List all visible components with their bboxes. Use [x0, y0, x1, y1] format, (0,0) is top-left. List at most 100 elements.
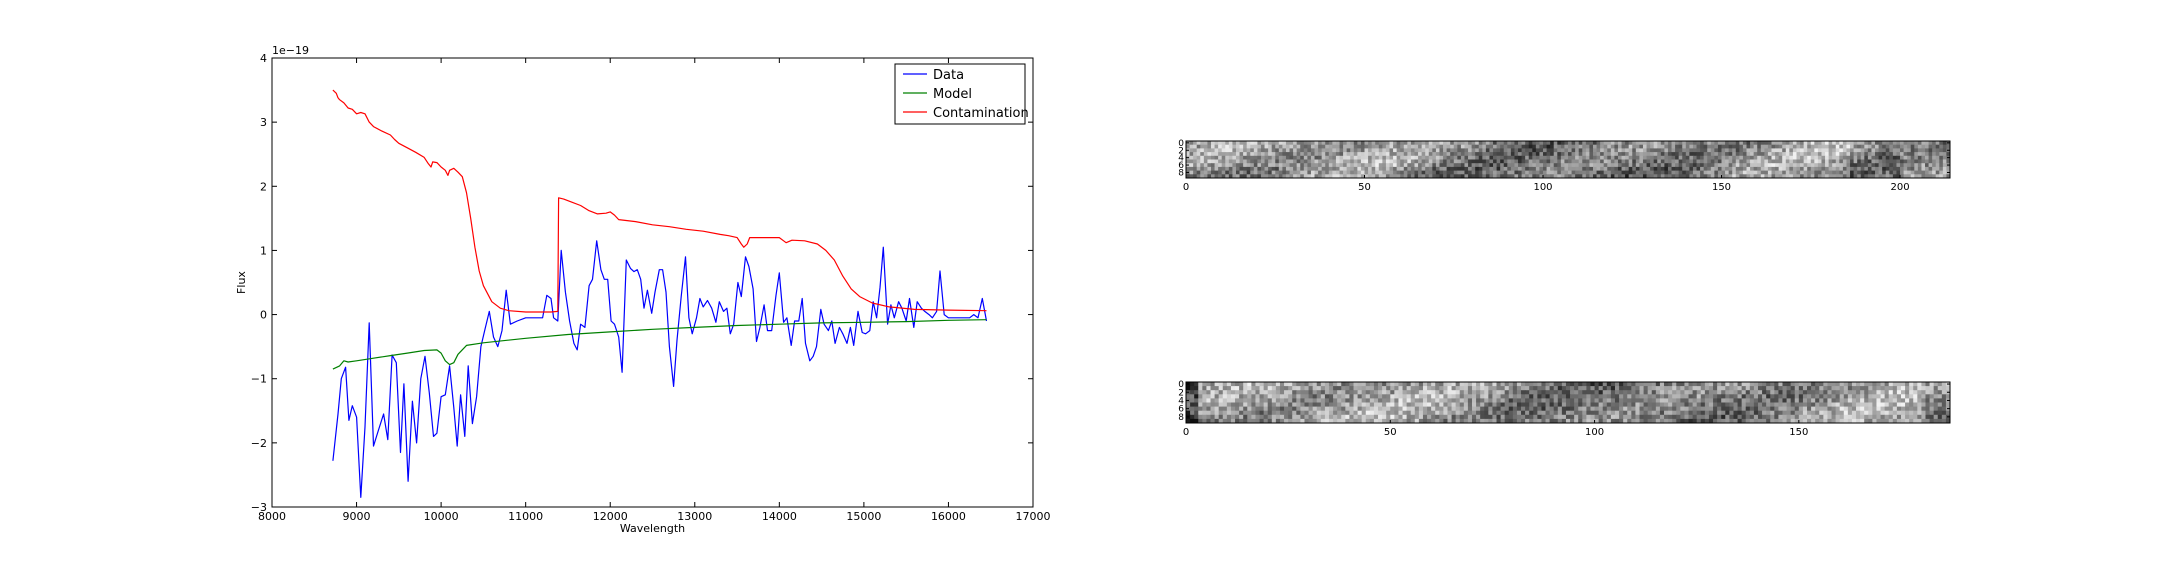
pixel: [1725, 382, 1730, 387]
pixel: [1710, 141, 1715, 146]
pixel: [1521, 382, 1526, 387]
pixel: [1514, 152, 1519, 157]
pixel: [1750, 155, 1755, 160]
pixel: [1528, 144, 1533, 149]
pixel: [1876, 414, 1881, 420]
pixel: [1614, 390, 1620, 395]
pixel: [1792, 144, 1797, 149]
pixel: [1239, 144, 1244, 149]
pixel: [1717, 410, 1722, 416]
pixel: [1378, 166, 1383, 171]
pixel: [1565, 410, 1571, 416]
pixel: [1414, 159, 1419, 164]
pixel: [1293, 148, 1298, 153]
pixel: [1190, 394, 1195, 399]
pixel: [1696, 410, 1702, 416]
pixel: [1296, 141, 1301, 146]
pixel: [1382, 398, 1387, 403]
pixel: [1439, 148, 1444, 153]
pixel: [1802, 398, 1808, 403]
pixel: [1510, 155, 1515, 160]
pixel: [1733, 410, 1738, 416]
pixel: [1639, 155, 1644, 160]
pixel: [1675, 159, 1680, 164]
pixel: [1350, 144, 1355, 149]
pixel: [1471, 144, 1476, 149]
pixel: [1451, 402, 1457, 407]
pixel: [1935, 170, 1940, 175]
pixel: [1817, 141, 1822, 146]
pixel: [1289, 141, 1294, 146]
pixel: [1725, 418, 1730, 424]
pixel: [1471, 155, 1476, 160]
pixel: [1884, 382, 1890, 387]
pixel: [1200, 170, 1205, 175]
pixel: [1700, 155, 1705, 160]
pixel: [1535, 159, 1540, 164]
pixel: [1218, 155, 1223, 160]
pixel: [1655, 410, 1661, 416]
pixel: [1689, 166, 1694, 171]
pixel: [1635, 410, 1640, 416]
pixel: [1802, 390, 1808, 395]
pixel: [1945, 418, 1951, 424]
pixel: [1614, 174, 1619, 179]
pixel: [1592, 141, 1597, 146]
pixel: [1418, 148, 1423, 153]
pixel: [1946, 159, 1951, 164]
pixel: [1407, 148, 1412, 153]
pixel: [1851, 414, 1857, 420]
pixel: [1753, 163, 1758, 168]
pixel: [1778, 386, 1783, 391]
pixel: [1946, 144, 1951, 149]
pixel: [1357, 394, 1363, 399]
pixel: [1764, 163, 1769, 168]
pixel: [1271, 382, 1277, 387]
pixel: [1516, 394, 1522, 399]
pixel: [1545, 386, 1551, 391]
pixel: [1427, 410, 1432, 416]
pixel: [1418, 174, 1423, 179]
pixel: [1602, 410, 1608, 416]
pixel: [1835, 155, 1840, 160]
pixel: [1867, 166, 1872, 171]
pixel: [1341, 402, 1346, 407]
pixel: [1623, 386, 1628, 391]
pixel: [1933, 414, 1939, 420]
pixel: [1243, 144, 1248, 149]
pixel: [1692, 163, 1697, 168]
pixel: [1243, 159, 1248, 164]
pixel: [1353, 141, 1358, 146]
pixel: [1225, 155, 1230, 160]
pixel: [1485, 159, 1490, 164]
pixel: [1279, 418, 1285, 424]
pixel: [1507, 141, 1512, 146]
pixel: [1453, 174, 1458, 179]
pixel: [1349, 418, 1354, 424]
pixel: [1225, 144, 1230, 149]
pixel: [1214, 410, 1220, 416]
pixel: [1243, 398, 1248, 403]
pixel: [1835, 418, 1841, 424]
pixel: [1941, 418, 1947, 424]
pixel: [1762, 410, 1767, 416]
pixel: [1639, 390, 1644, 395]
pixel: [1857, 166, 1862, 171]
pixel: [1543, 152, 1547, 157]
pixel: [1453, 141, 1458, 146]
pixel: [1762, 398, 1767, 403]
pixel: [1361, 390, 1367, 395]
pixel: [1432, 155, 1437, 160]
pixel: [1325, 166, 1330, 171]
pixel: [1446, 155, 1451, 160]
pixel: [1945, 386, 1951, 391]
pixel: [1549, 394, 1555, 399]
pixel: [1643, 414, 1649, 420]
pixel: [1708, 414, 1714, 420]
pixel: [1582, 174, 1587, 179]
pixel: [1296, 155, 1301, 160]
pixel: [1635, 394, 1640, 399]
pixel: [1194, 390, 1199, 395]
pixel: [1314, 163, 1319, 168]
pixel: [1308, 390, 1314, 395]
